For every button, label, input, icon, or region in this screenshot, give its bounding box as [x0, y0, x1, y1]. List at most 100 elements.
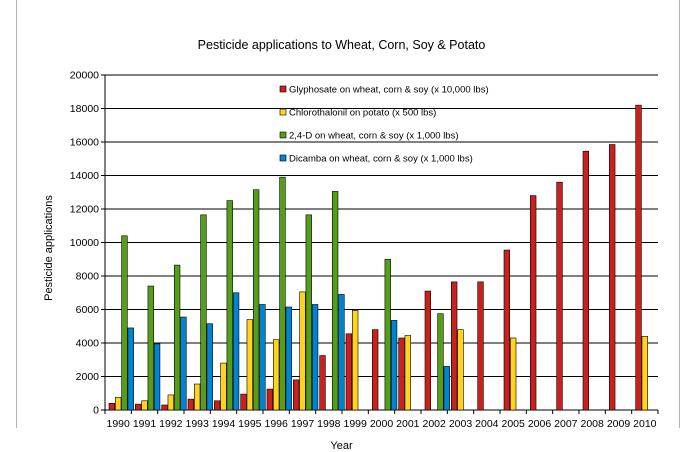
x-tick-label: 2002 — [422, 418, 446, 430]
x-tick-label: 2009 — [607, 418, 631, 430]
legend-swatch — [279, 154, 287, 162]
bar — [206, 323, 213, 411]
bar — [246, 319, 253, 411]
y-tick-label: 6000 — [76, 304, 100, 316]
x-tick-label: 1990 — [106, 418, 130, 430]
bar — [299, 291, 306, 411]
bar — [293, 379, 300, 411]
x-tick-label: 2008 — [580, 418, 604, 430]
bar — [503, 249, 510, 411]
bar — [404, 335, 411, 411]
y-axis-label: Pesticide applications — [43, 195, 55, 301]
y-tick-label: 16000 — [70, 137, 99, 149]
legend-entry: Chlorothalonil on potato (x 500 lbs) — [289, 108, 436, 119]
bar — [180, 316, 187, 411]
bar — [351, 310, 359, 411]
y-tick-label: 8000 — [76, 271, 100, 283]
y-tick-label: 12000 — [70, 204, 99, 216]
bar — [153, 343, 161, 411]
x-tick-label: 2003 — [449, 418, 473, 430]
x-tick-label: 1991 — [133, 418, 157, 430]
bar — [390, 320, 398, 411]
bar — [338, 294, 345, 411]
bar — [141, 400, 148, 411]
bar — [272, 339, 280, 411]
y-tick-label: 20000 — [70, 70, 99, 82]
x-tick-label: 2005 — [501, 418, 525, 430]
y-tick-label: 0 — [93, 405, 99, 417]
bar — [147, 285, 154, 411]
y-tick-label: 18000 — [70, 103, 99, 115]
x-tick-label: 1992 — [159, 418, 183, 430]
bar — [451, 281, 458, 411]
x-tick-label: 2007 — [554, 418, 578, 430]
bar — [194, 383, 201, 411]
bar — [232, 292, 240, 411]
chart-title: Pesticide applications to Wheat, Corn, S… — [197, 38, 486, 52]
bar — [214, 400, 221, 411]
bar — [285, 306, 292, 411]
x-tick-label: 1995 — [238, 418, 262, 430]
bar — [509, 337, 517, 411]
legend-swatch — [279, 131, 287, 139]
x-tick-label: 1993 — [185, 418, 209, 430]
bar — [437, 313, 444, 411]
legend-entry: Dicamba on wheat, corn & soy (x 1,000 lb… — [289, 154, 473, 165]
bar — [161, 404, 168, 411]
bar — [173, 264, 181, 411]
bar — [635, 104, 642, 411]
legend-entry: 2,4-D on wheat, corn & soy (x 1,000 lbs) — [289, 131, 459, 142]
bar — [252, 189, 260, 411]
x-tick-label: 1998 — [317, 418, 341, 430]
bar — [477, 281, 484, 411]
x-axis-label: Year — [330, 440, 353, 452]
bar — [135, 403, 142, 411]
bar — [443, 366, 450, 411]
bar — [311, 304, 319, 411]
bar — [319, 355, 326, 411]
y-tick-label: 10000 — [70, 237, 99, 249]
x-tick-label: 1994 — [212, 418, 236, 430]
x-tick-label: 2004 — [475, 418, 499, 430]
bar — [424, 290, 431, 411]
legend-entry: Glyphosate on wheat, corn & soy (x 10,00… — [289, 85, 489, 96]
bar — [121, 235, 128, 411]
bar — [384, 258, 391, 411]
bar — [220, 362, 227, 411]
bar — [305, 214, 312, 411]
bar — [226, 200, 233, 411]
x-tick-label: 1999 — [343, 418, 367, 430]
bar — [556, 181, 563, 411]
bar — [641, 335, 648, 411]
bar — [266, 388, 273, 411]
bar — [331, 191, 339, 411]
x-tick-label: 1997 — [291, 418, 315, 430]
bar — [127, 327, 134, 411]
legend-swatch — [279, 85, 287, 93]
bar — [167, 394, 174, 411]
bar — [240, 393, 247, 411]
bar — [372, 329, 379, 411]
bar — [259, 304, 266, 411]
x-tick-label: 2006 — [528, 418, 552, 430]
bar — [582, 150, 589, 411]
bar — [200, 214, 207, 411]
x-tick-label: 2000 — [370, 418, 394, 430]
bar — [279, 176, 286, 411]
bar — [530, 195, 537, 411]
bar — [187, 398, 194, 411]
legend-swatch — [279, 108, 287, 116]
x-tick-label: 1996 — [264, 418, 288, 430]
bar — [398, 337, 405, 411]
y-tick-label: 2000 — [76, 371, 100, 383]
bar — [457, 329, 464, 411]
bar — [345, 333, 352, 411]
y-tick-label: 14000 — [70, 170, 99, 182]
chart-border-right — [679, 0, 680, 428]
chart-border-left — [16, 0, 17, 428]
bar — [115, 397, 122, 411]
x-tick-label: 2010 — [633, 418, 657, 430]
x-tick-label: 2001 — [396, 418, 420, 430]
